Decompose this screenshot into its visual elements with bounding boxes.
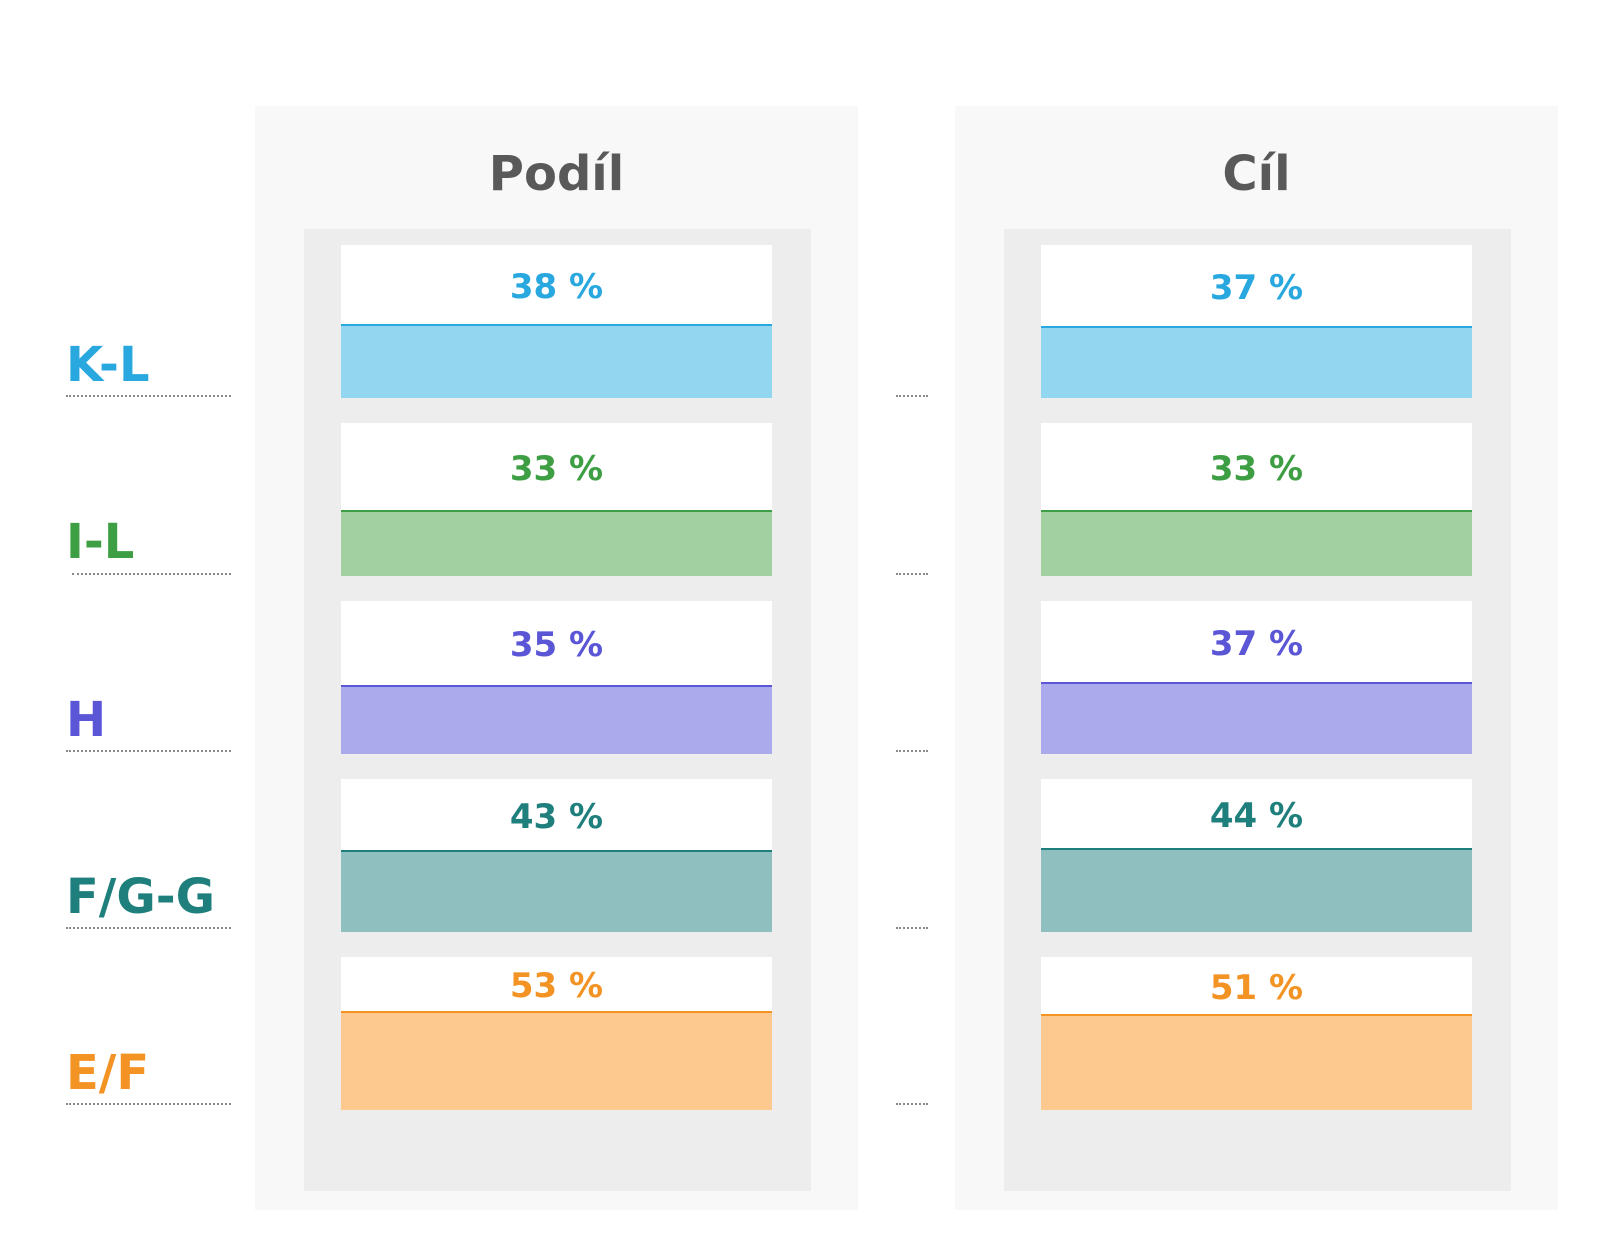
value-label-podil-k-l: 38 % [509, 267, 604, 307]
panel-podil: Podíl 38 % 33 % 35 % 43 % 53 % [255, 106, 858, 1210]
value-label-cil-h: 37 % [1209, 624, 1304, 664]
category-label-i-l: I-L [66, 514, 135, 570]
bar-fill-podil-k-l [341, 324, 772, 398]
bar-podil-e-f: 53 % [341, 957, 772, 1110]
bar-cil-f-g-g: 44 % [1041, 779, 1472, 932]
value-label-cil-e-f: 51 % [1209, 968, 1304, 1008]
category-label-k-l: K-L [66, 337, 150, 393]
bar-podil-i-l: 33 % [341, 423, 772, 576]
panel-cil: Cíl 37 % 33 % 37 % 44 % 51 % [955, 106, 1558, 1210]
value-label-podil-i-l: 33 % [509, 449, 604, 489]
connector-dots-e-f [896, 1103, 928, 1105]
bar-podil-h: 35 % [341, 601, 772, 754]
category-label-f-g-g: F/G-G [66, 869, 216, 925]
bar-cil-i-l: 33 % [1041, 423, 1472, 576]
bar-fill-podil-h [341, 685, 772, 754]
value-label-podil-h: 35 % [509, 625, 604, 665]
bar-podil-f-g-g: 43 % [341, 779, 772, 932]
bar-fill-cil-k-l [1041, 326, 1472, 398]
bar-cil-k-l: 37 % [1041, 245, 1472, 398]
bar-fill-cil-i-l [1041, 510, 1472, 576]
leader-line-f-g-g [66, 927, 231, 929]
connector-dots-i-l [896, 573, 928, 575]
value-label-cil-i-l: 33 % [1209, 449, 1304, 489]
bar-fill-cil-h [1041, 682, 1472, 754]
panel-title-cil: Cíl [1222, 146, 1291, 202]
value-label-cil-f-g-g: 44 % [1209, 796, 1304, 836]
connector-dots-h [896, 750, 928, 752]
category-label-h: H [66, 692, 107, 748]
connector-dots-k-l [896, 395, 928, 397]
value-label-cil-k-l: 37 % [1209, 268, 1304, 308]
bar-fill-cil-e-f [1041, 1014, 1472, 1110]
bar-fill-podil-i-l [341, 510, 772, 576]
bars-area-podil: 38 % 33 % 35 % 43 % 53 % [304, 229, 811, 1191]
bar-fill-podil-f-g-g [341, 850, 772, 932]
leader-line-h [66, 750, 231, 752]
panel-title-podil: Podíl [488, 146, 625, 202]
category-label-e-f: E/F [66, 1045, 150, 1101]
bars-area-cil: 37 % 33 % 37 % 44 % 51 % [1004, 229, 1511, 1191]
bar-cil-e-f: 51 % [1041, 957, 1472, 1110]
bar-podil-k-l: 38 % [341, 245, 772, 398]
leader-line-e-f [66, 1103, 231, 1105]
value-label-podil-f-g-g: 43 % [509, 797, 604, 837]
bar-cil-h: 37 % [1041, 601, 1472, 754]
bar-fill-cil-f-g-g [1041, 848, 1472, 932]
value-label-podil-e-f: 53 % [509, 966, 604, 1006]
connector-dots-f-g-g [896, 927, 928, 929]
leader-line-i-l [72, 573, 231, 575]
leader-line-k-l [66, 395, 231, 397]
bar-fill-podil-e-f [341, 1011, 772, 1110]
